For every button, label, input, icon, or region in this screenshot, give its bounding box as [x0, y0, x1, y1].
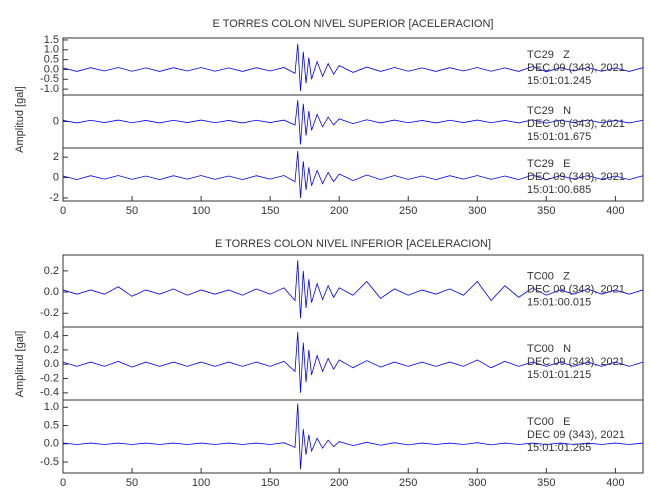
y-tick-label: 0.2	[44, 265, 59, 277]
y-axis-label: Amplitud [gal]	[14, 331, 26, 398]
x-tick-label: 50	[126, 477, 138, 489]
y-tick-label: -1.0	[40, 83, 59, 95]
date-label: DEC 09 (343), 2021	[527, 171, 625, 183]
waveform	[62, 100, 644, 145]
y-tick-label: 1.5	[44, 34, 59, 46]
time-label: 15:01:00.685	[527, 184, 591, 196]
chart-title: E TORRES COLON NIVEL SUPERIOR [ACELERACI…	[213, 18, 494, 30]
y-tick-label: 0.2	[44, 344, 59, 356]
x-tick-label: 0	[60, 477, 66, 489]
time-label: 15:01:01.265	[527, 442, 591, 454]
x-tick-label: 350	[537, 205, 555, 217]
x-tick-label: 350	[537, 477, 555, 489]
waveform	[62, 151, 644, 198]
y-tick-label: 0	[53, 171, 59, 183]
y-tick-label: 0.5	[44, 419, 59, 431]
time-label: 15:01:01.215	[527, 369, 591, 381]
station-label: TC00 Z	[527, 271, 570, 283]
x-tick-label: 200	[330, 205, 348, 217]
y-tick-label: -0.2	[40, 307, 59, 319]
x-tick-label: 400	[606, 205, 624, 217]
y-tick-label: 0.0	[44, 438, 59, 450]
y-tick-label: -2	[49, 192, 59, 204]
time-label: 15:01:01.675	[527, 131, 591, 143]
y-tick-label: -0.5	[40, 73, 59, 85]
y-tick-label: 0.0	[44, 358, 59, 370]
y-tick-label: -0.2	[40, 372, 59, 384]
date-label: DEC 09 (343), 2021	[527, 62, 625, 74]
waveform	[62, 43, 644, 92]
y-tick-label: 0.0	[44, 63, 59, 75]
waveform	[62, 260, 644, 319]
date-label: DEC 09 (343), 2021	[527, 118, 625, 130]
x-tick-label: 0	[60, 205, 66, 217]
y-tick-label: 0.4	[44, 329, 59, 341]
time-label: 15:01:00.015	[527, 297, 591, 309]
panel-frame	[62, 147, 644, 202]
x-tick-label: 100	[192, 205, 210, 217]
y-tick-label: 1.0	[44, 401, 59, 413]
station-label: TC29 Z	[527, 49, 570, 61]
x-tick-label: 300	[468, 477, 486, 489]
y-axis-label: Amplitud [gal]	[14, 86, 26, 153]
waveform	[62, 403, 644, 470]
x-tick-label: 200	[330, 477, 348, 489]
x-tick-label: 150	[261, 477, 279, 489]
date-label: DEC 09 (343), 2021	[527, 429, 625, 441]
y-tick-label: 1.0	[44, 44, 59, 56]
chart-title: E TORRES COLON NIVEL INFERIOR [ACELERACI…	[215, 238, 491, 250]
x-tick-label: 250	[399, 477, 417, 489]
x-tick-label: 150	[261, 205, 279, 217]
y-tick-label: -0.5	[40, 456, 59, 468]
time-label: 15:01:01.245	[527, 75, 591, 87]
panel-frame	[62, 399, 644, 474]
date-label: DEC 09 (343), 2021	[527, 284, 625, 296]
x-tick-label: 400	[606, 477, 624, 489]
date-label: DEC 09 (343), 2021	[527, 356, 625, 368]
y-tick-label: -0.4	[40, 387, 59, 399]
x-tick-label: 50	[126, 205, 138, 217]
station-label: TC29 E	[527, 158, 570, 170]
x-tick-label: 300	[468, 205, 486, 217]
y-tick-label: 0.0	[44, 286, 59, 298]
station-label: TC00 E	[527, 416, 570, 428]
station-label: TC00 N	[527, 343, 571, 355]
y-tick-label: 0	[53, 115, 59, 127]
station-label: TC29 N	[527, 105, 571, 117]
x-tick-label: 250	[399, 205, 417, 217]
waveform	[62, 331, 644, 393]
x-tick-label: 100	[192, 477, 210, 489]
y-tick-label: 0.5	[44, 54, 59, 66]
y-tick-label: 2	[53, 151, 59, 163]
